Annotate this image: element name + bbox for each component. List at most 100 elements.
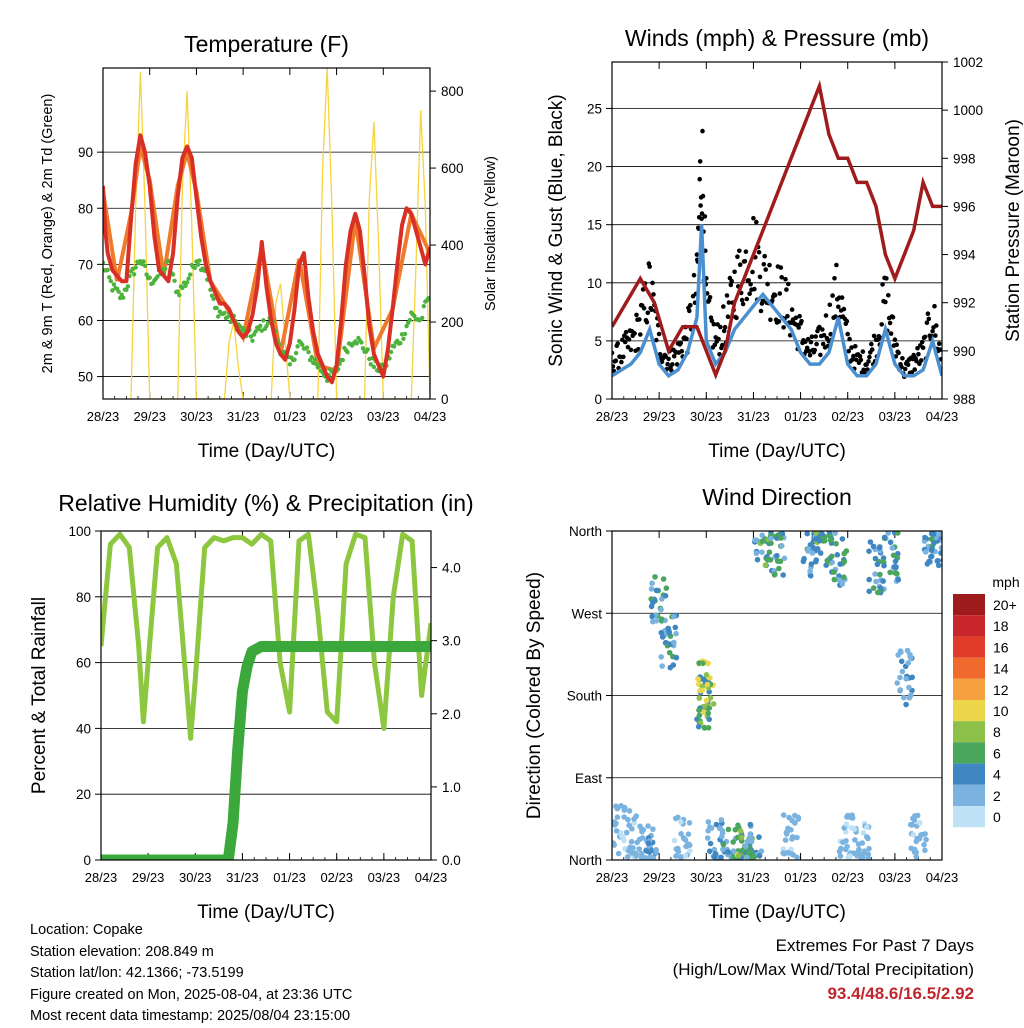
y-tick-label: East bbox=[575, 771, 602, 786]
gust-point bbox=[762, 253, 767, 259]
y-tick-label: 70 bbox=[78, 257, 93, 272]
direction-point bbox=[627, 844, 633, 851]
direction-point bbox=[675, 814, 681, 821]
direction-point bbox=[735, 852, 742, 859]
direction-point bbox=[774, 558, 781, 564]
direction-point bbox=[730, 848, 737, 854]
gust-point bbox=[670, 362, 675, 367]
y-right-tick-label: 3.0 bbox=[442, 634, 461, 649]
direction-point bbox=[725, 826, 732, 833]
direction-point bbox=[945, 554, 951, 560]
gust-point bbox=[836, 304, 841, 310]
colorbar-label: 2 bbox=[993, 788, 1001, 804]
y-right-axis-label: Station Pressure (Maroon) bbox=[1003, 119, 1024, 342]
direction-point bbox=[672, 624, 679, 631]
y-tick-label: 50 bbox=[78, 370, 93, 385]
direction-point bbox=[909, 822, 915, 828]
gust-point bbox=[768, 317, 773, 323]
dewpoint-point bbox=[312, 357, 317, 362]
direction-point bbox=[634, 839, 640, 846]
gust-point bbox=[807, 353, 813, 358]
direction-point bbox=[855, 841, 862, 847]
direction-point bbox=[766, 549, 773, 555]
dewpoint-point bbox=[404, 323, 409, 329]
gust-point bbox=[716, 336, 721, 342]
gust-point bbox=[758, 308, 764, 314]
gust-point bbox=[734, 315, 739, 321]
direction-point bbox=[706, 848, 713, 854]
gust-point bbox=[742, 259, 748, 264]
direction-point bbox=[748, 848, 754, 855]
gust-point bbox=[866, 359, 871, 364]
location-text: Location: Copake bbox=[30, 922, 143, 938]
direction-point bbox=[831, 569, 837, 575]
dewpoint-point bbox=[222, 310, 227, 316]
y-right-tick-label: 0 bbox=[441, 392, 449, 407]
dewpoint-point bbox=[192, 265, 198, 270]
direction-point bbox=[846, 854, 852, 860]
dewpoint-point bbox=[166, 258, 171, 263]
direction-point bbox=[866, 576, 872, 583]
gust-point bbox=[707, 295, 713, 300]
direction-point bbox=[700, 676, 707, 682]
direction-point bbox=[720, 841, 727, 848]
created-text: Figure created on Mon, 2025-08-04, at 23… bbox=[30, 986, 353, 1003]
direction-point bbox=[836, 848, 843, 855]
direction-point bbox=[829, 559, 835, 566]
gust-point bbox=[751, 215, 756, 221]
chart-title: Wind Direction bbox=[702, 484, 852, 510]
direction-point bbox=[621, 807, 628, 813]
direction-point bbox=[685, 831, 692, 837]
station-info: Location: Copake Station elevation: 208.… bbox=[30, 920, 352, 1028]
colorbar-label: 16 bbox=[993, 639, 1009, 655]
gust-point bbox=[858, 357, 864, 363]
y-right-tick-label: 0.0 bbox=[442, 853, 461, 868]
dewpoint-point bbox=[388, 349, 394, 355]
gust-point bbox=[847, 336, 852, 342]
gust-point bbox=[887, 320, 893, 326]
direction-point bbox=[626, 822, 632, 829]
direction-point bbox=[695, 676, 701, 682]
dewpoint-point bbox=[412, 313, 417, 319]
y-tick-label: West bbox=[571, 606, 602, 621]
y-right-tick-label: 990 bbox=[953, 344, 976, 359]
direction-point bbox=[887, 569, 893, 576]
x-axis-label: Time (Day/UTC) bbox=[198, 441, 336, 462]
direction-point bbox=[747, 834, 754, 840]
gust-point bbox=[861, 367, 866, 373]
x-tick-label: 02/23 bbox=[320, 409, 353, 424]
colorbar-swatch bbox=[953, 806, 985, 828]
direction-point bbox=[894, 570, 900, 577]
chart-panel-winds: Winds (mph) & Pressure (mb) Time (Day/UTC… bbox=[546, 25, 1024, 462]
direction-point bbox=[748, 838, 755, 845]
dewpoint-point bbox=[287, 362, 293, 367]
gust-point bbox=[726, 300, 732, 305]
direction-point bbox=[659, 663, 665, 669]
direction-point bbox=[774, 552, 780, 559]
colorbar-swatch bbox=[953, 784, 985, 806]
direction-point bbox=[762, 562, 769, 568]
gust-point bbox=[740, 301, 746, 307]
direction-point bbox=[897, 674, 903, 681]
dewpoint-point bbox=[170, 272, 176, 277]
dewpoint-point bbox=[124, 287, 129, 292]
direction-point bbox=[670, 613, 677, 620]
y-right-tick-label: 2.0 bbox=[442, 707, 461, 722]
direction-point bbox=[730, 854, 736, 860]
gust-point bbox=[806, 348, 812, 354]
gust-point bbox=[699, 211, 705, 216]
direction-point bbox=[914, 835, 920, 842]
direction-point bbox=[767, 557, 774, 563]
dewpoint-point bbox=[125, 284, 131, 289]
direction-point bbox=[753, 550, 760, 557]
gust-point bbox=[845, 331, 850, 337]
dewpoint-point bbox=[180, 285, 185, 291]
direction-point bbox=[911, 846, 918, 853]
gust-point bbox=[924, 320, 930, 326]
dewpoint-point bbox=[392, 344, 397, 349]
direction-point bbox=[780, 846, 787, 852]
dewpoint-point bbox=[131, 272, 137, 277]
y-right-tick-label: 1000 bbox=[953, 103, 983, 118]
dewpoint-point bbox=[116, 289, 121, 294]
direction-point bbox=[658, 654, 664, 660]
